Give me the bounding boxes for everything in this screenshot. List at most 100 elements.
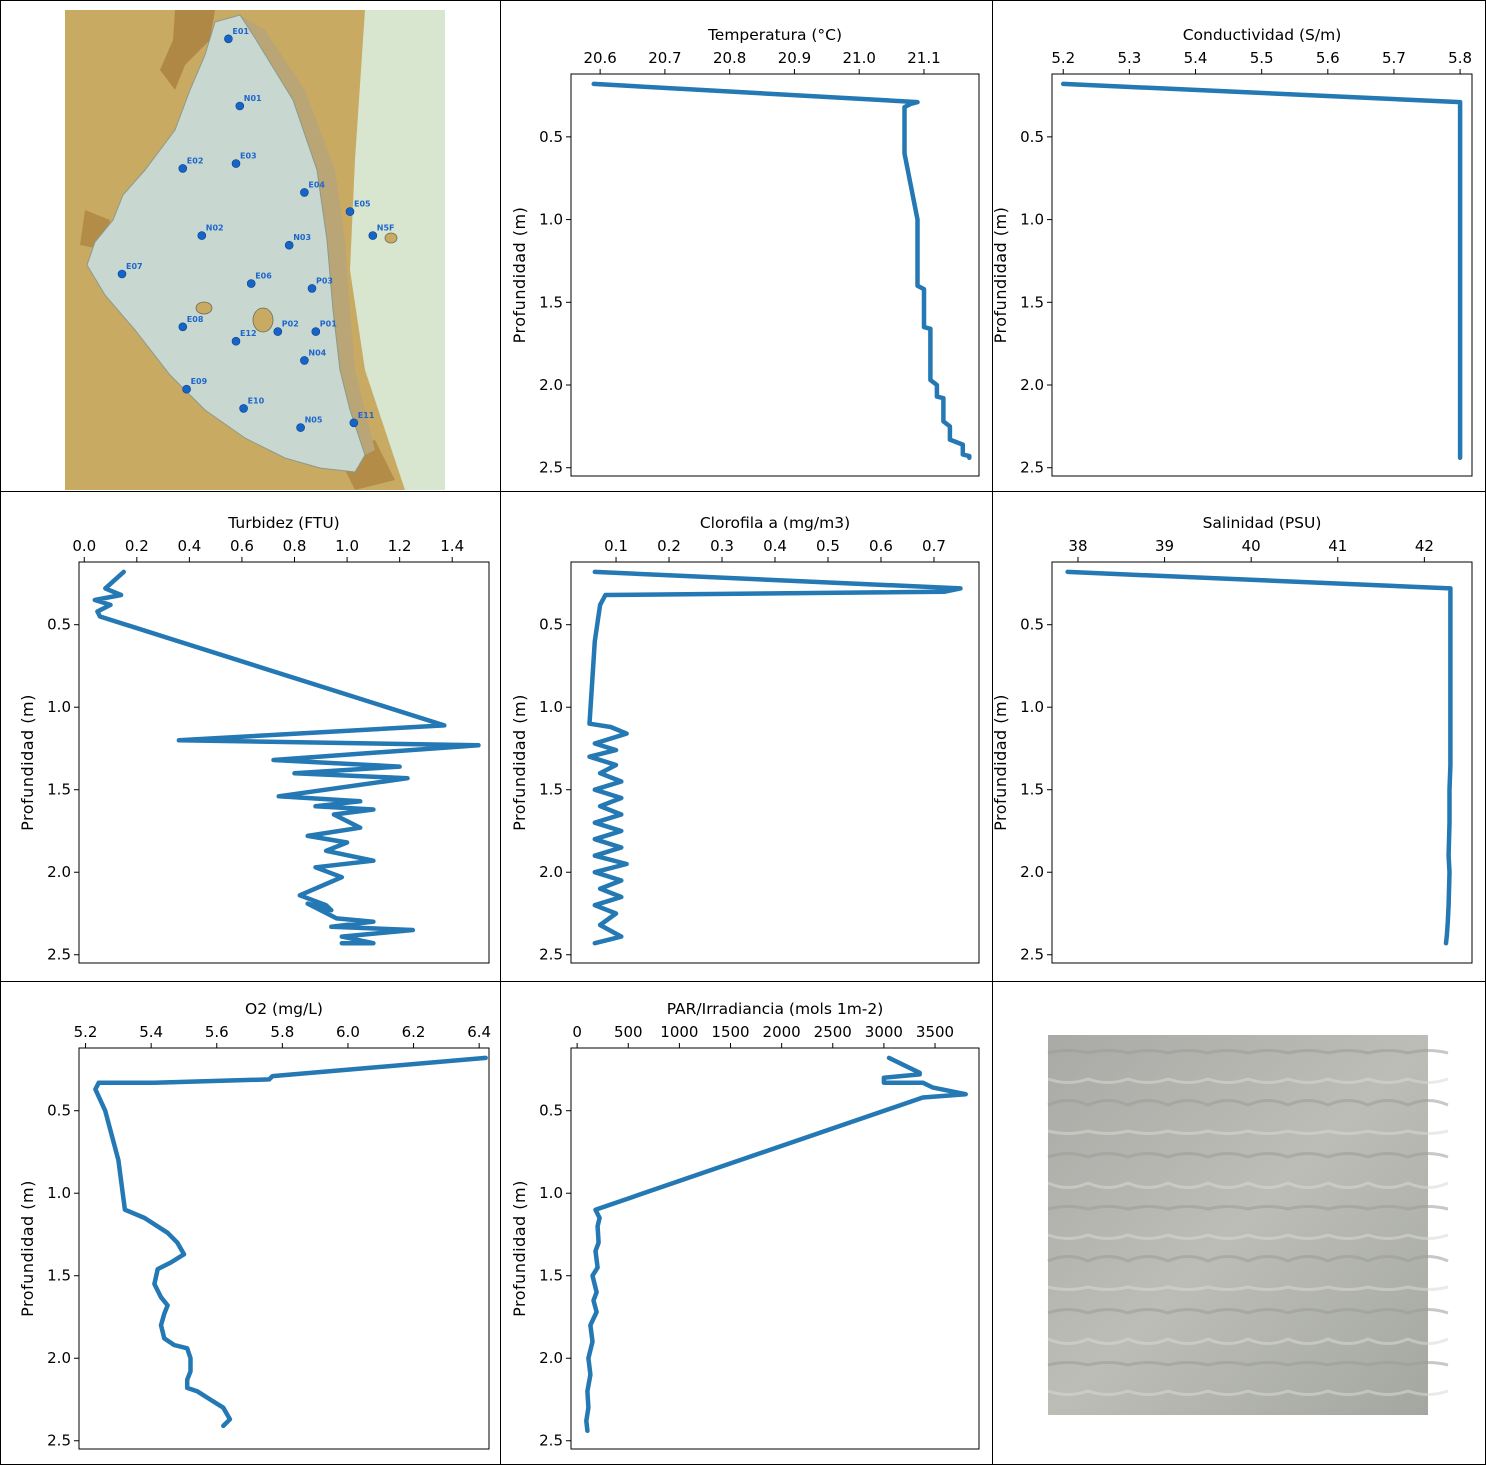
- conductivity-chart: 5.2 5.3 5.4 5.5 5.6 5.7 5.8 0.5 1.0 1.5 2.0 2.5 Cond…: [993, 26, 1473, 477]
- conductivity-xtick-label: 5.2: [1051, 49, 1075, 67]
- salinity-xtick-label: 39: [1155, 537, 1174, 555]
- map-station-label: E09: [191, 377, 208, 386]
- water-ripple: [1047, 1233, 1449, 1240]
- conductivity-ytick-label: 2.0: [1020, 376, 1044, 394]
- oxygen-ytick-label: 2.5: [47, 1432, 71, 1450]
- map-station-marker: [231, 159, 241, 168]
- salinity-xtick-label: 41: [1328, 537, 1347, 555]
- map-station-label: N01: [244, 94, 262, 103]
- salinity-ytick-label: 0.5: [1020, 616, 1044, 634]
- map-station-marker: [235, 101, 245, 111]
- salinity-y-axis-label: Profundidad (m): [993, 694, 1010, 831]
- turbidity-chart: 0.0 0.2 0.4 0.6 0.8 1.0 1.2 1.4 0.5 1.0 1.5 2.0 2.5 T…: [18, 514, 490, 964]
- par-ytick-label: 1.5: [539, 1267, 563, 1285]
- map-station-label: E10: [248, 396, 265, 405]
- map-station-marker: [117, 269, 127, 279]
- salinity-chart-cell: 38 39 40 41 42 0.5 1.0 1.5 2.0 2.5 Salinidad (PSU)…: [992, 491, 1486, 982]
- conductivity-chart-cell: 5.2 5.3 5.4 5.5 5.6 5.7 5.8 0.5 1.0 1.5 2.0 2.5 Cond…: [992, 0, 1486, 492]
- oxygen-ytick-label: 1.0: [47, 1184, 71, 1202]
- oxygen-ytick-label: 1.5: [47, 1267, 71, 1285]
- map-station-label: E06: [255, 272, 272, 281]
- par-xtick-label: 3500: [916, 1023, 954, 1041]
- chlorophyll-ytick-label: 2.0: [539, 863, 563, 881]
- salinity-axes-frame: [1051, 561, 1473, 964]
- map-station-marker: [300, 188, 309, 197]
- conductivity-xtick-label: 5.3: [1117, 49, 1141, 67]
- par-xtick-label: 1000: [660, 1023, 698, 1041]
- map-station-marker: [284, 240, 294, 250]
- map-island: [195, 301, 213, 315]
- water-ripple: [1047, 1285, 1449, 1291]
- turbidity-xtick-label: 0.8: [283, 537, 307, 555]
- salinity-xtick-label: 42: [1415, 537, 1434, 555]
- water-photo-surface: [1048, 1035, 1428, 1415]
- turbidity-xtick-label: 0.6: [230, 537, 254, 555]
- water-ripple: [1047, 1308, 1449, 1315]
- map-station-label: N05: [305, 416, 323, 425]
- par-series-line: [584, 1055, 968, 1434]
- map-station-marker: [178, 322, 188, 332]
- par-chart: 0 500 1000 1500 2000 2500 3000 3500 0.5 1.0 1.5 2.0…: [510, 1000, 980, 1450]
- map-station-label: E04: [308, 180, 325, 189]
- chlorophyll-series-line: [587, 569, 963, 946]
- water-ripple: [1047, 1077, 1449, 1084]
- conductivity-ytick-label: 1.5: [1020, 293, 1044, 311]
- map-station-marker: [345, 207, 355, 216]
- salinity-ytick-label: 1.5: [1020, 781, 1044, 799]
- par-xtick-label: 0: [572, 1023, 582, 1041]
- oxygen-axes-frame: [78, 1047, 490, 1450]
- chlorophyll-xtick-label: 0.7: [922, 537, 946, 555]
- temperature-chart-title: Temperatura (°C): [707, 26, 842, 44]
- oxygen-xtick-label: 6.4: [467, 1023, 491, 1041]
- map-station-label: P03: [316, 276, 333, 285]
- temperature-chart-cell: 20.6 20.7 20.8 20.9 21.0 21.1 0.5 1.0 1.5 2.0 2.5 T…: [500, 0, 993, 492]
- turbidity-xtick-label: 0.2: [125, 537, 149, 555]
- map-station-marker: [311, 327, 321, 336]
- chlorophyll-xtick-label: 0.6: [869, 537, 893, 555]
- water-ripple: [1047, 1049, 1449, 1055]
- water-ripple: [1047, 1181, 1449, 1189]
- temperature-y-axis-label: Profundidad (m): [510, 207, 529, 344]
- map-lagoon-water: [86, 14, 366, 473]
- conductivity-ytick-label: 0.5: [1020, 128, 1044, 146]
- water-ripple: [1047, 1389, 1449, 1396]
- turbidity-ytick-label: 2.0: [47, 863, 71, 881]
- map-station-label: N02: [206, 224, 224, 233]
- map-station-marker: [182, 384, 191, 394]
- salinity-ytick-label: 2.0: [1020, 863, 1044, 881]
- conductivity-axes-frame: [1051, 73, 1473, 477]
- map-station-label: P01: [320, 320, 337, 329]
- temperature-series-line: [591, 81, 972, 461]
- chlorophyll-xtick-label: 0.5: [816, 537, 840, 555]
- salinity-chart-title: Salinidad (PSU): [1203, 514, 1322, 532]
- salinity-ytick-label: 2.5: [1020, 946, 1044, 964]
- map-station-marker: [296, 423, 305, 432]
- map-station-marker: [197, 231, 207, 240]
- oxygen-xtick-label: 5.6: [205, 1023, 229, 1041]
- par-xtick-label: 500: [614, 1023, 643, 1041]
- water-photo-cell: [992, 981, 1486, 1465]
- par-xtick-label: 1500: [711, 1023, 749, 1041]
- conductivity-xtick-label: 5.7: [1382, 49, 1406, 67]
- water-ripple: [1047, 1255, 1449, 1263]
- oxygen-chart-title: O2 (mg/L): [245, 1000, 323, 1018]
- temperature-xtick-label: 20.6: [583, 49, 616, 67]
- par-chart-title: PAR/Irradiancia (mols 1m-2): [667, 1000, 884, 1018]
- par-ytick-label: 2.5: [539, 1432, 563, 1450]
- par-axes-frame: [570, 1047, 980, 1450]
- par-ytick-label: 1.0: [539, 1184, 563, 1202]
- oxygen-xtick-label: 6.2: [402, 1023, 426, 1041]
- oxygen-series-line: [93, 1055, 488, 1429]
- oxygen-xtick-label: 5.4: [139, 1023, 163, 1041]
- chlorophyll-ytick-label: 1.0: [539, 698, 563, 716]
- map-station-marker: [178, 164, 188, 173]
- chlorophyll-chart-cell: 0.1 0.2 0.3 0.4 0.5 0.6 0.7 0.5 1.0 1.5 2.0 2.5 Clor…: [500, 491, 993, 982]
- turbidity-xtick-label: 0.0: [72, 537, 96, 555]
- chlorophyll-ytick-label: 0.5: [539, 616, 563, 634]
- map-station-label: E07: [126, 262, 143, 271]
- salinity-chart: 38 39 40 41 42 0.5 1.0 1.5 2.0 2.5 Salinidad (PSU)…: [993, 514, 1473, 964]
- chlorophyll-xtick-label: 0.1: [604, 537, 628, 555]
- oxygen-ytick-label: 2.0: [47, 1349, 71, 1367]
- temperature-ytick-label: 2.5: [539, 459, 563, 477]
- conductivity-ytick-label: 2.5: [1020, 459, 1044, 477]
